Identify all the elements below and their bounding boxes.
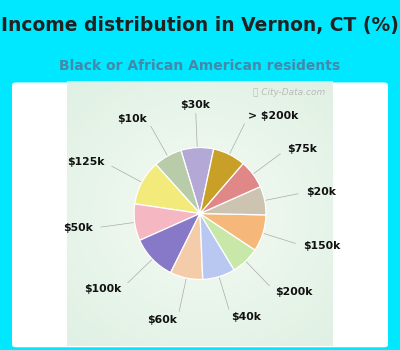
Wedge shape	[200, 149, 243, 214]
Text: $30k: $30k	[180, 100, 210, 110]
Text: > $200k: > $200k	[248, 111, 298, 121]
Wedge shape	[200, 214, 234, 279]
Text: $200k: $200k	[275, 287, 312, 297]
Text: $125k: $125k	[67, 157, 104, 167]
Wedge shape	[171, 214, 203, 279]
Text: $100k: $100k	[84, 284, 122, 294]
Wedge shape	[134, 204, 200, 240]
Text: $60k: $60k	[148, 315, 178, 325]
Text: Black or African American residents: Black or African American residents	[60, 59, 340, 73]
Text: ⓘ City-Data.com: ⓘ City-Data.com	[253, 89, 325, 98]
Wedge shape	[135, 164, 200, 214]
Text: $10k: $10k	[117, 114, 147, 124]
Wedge shape	[181, 148, 214, 214]
Text: $75k: $75k	[287, 144, 317, 154]
Text: $50k: $50k	[63, 223, 92, 233]
Wedge shape	[140, 214, 200, 273]
Wedge shape	[200, 214, 266, 250]
Text: $150k: $150k	[304, 241, 341, 251]
Text: $40k: $40k	[231, 313, 261, 322]
Text: $20k: $20k	[306, 187, 336, 197]
Wedge shape	[156, 150, 200, 214]
Wedge shape	[200, 163, 260, 214]
Wedge shape	[200, 214, 255, 270]
Text: Income distribution in Vernon, CT (%): Income distribution in Vernon, CT (%)	[1, 16, 399, 35]
Wedge shape	[200, 187, 266, 215]
FancyBboxPatch shape	[12, 83, 388, 347]
